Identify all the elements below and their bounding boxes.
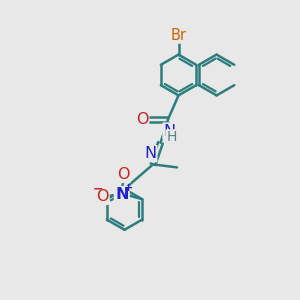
Text: O: O [136,112,148,127]
Text: Br: Br [170,28,187,43]
Text: +: + [124,183,133,193]
Text: N: N [115,187,128,202]
Text: N: N [144,146,156,161]
Text: H: H [167,130,177,144]
Text: O: O [117,167,130,182]
Text: N: N [164,124,176,139]
Text: −: − [93,182,104,195]
Text: O: O [96,189,109,204]
